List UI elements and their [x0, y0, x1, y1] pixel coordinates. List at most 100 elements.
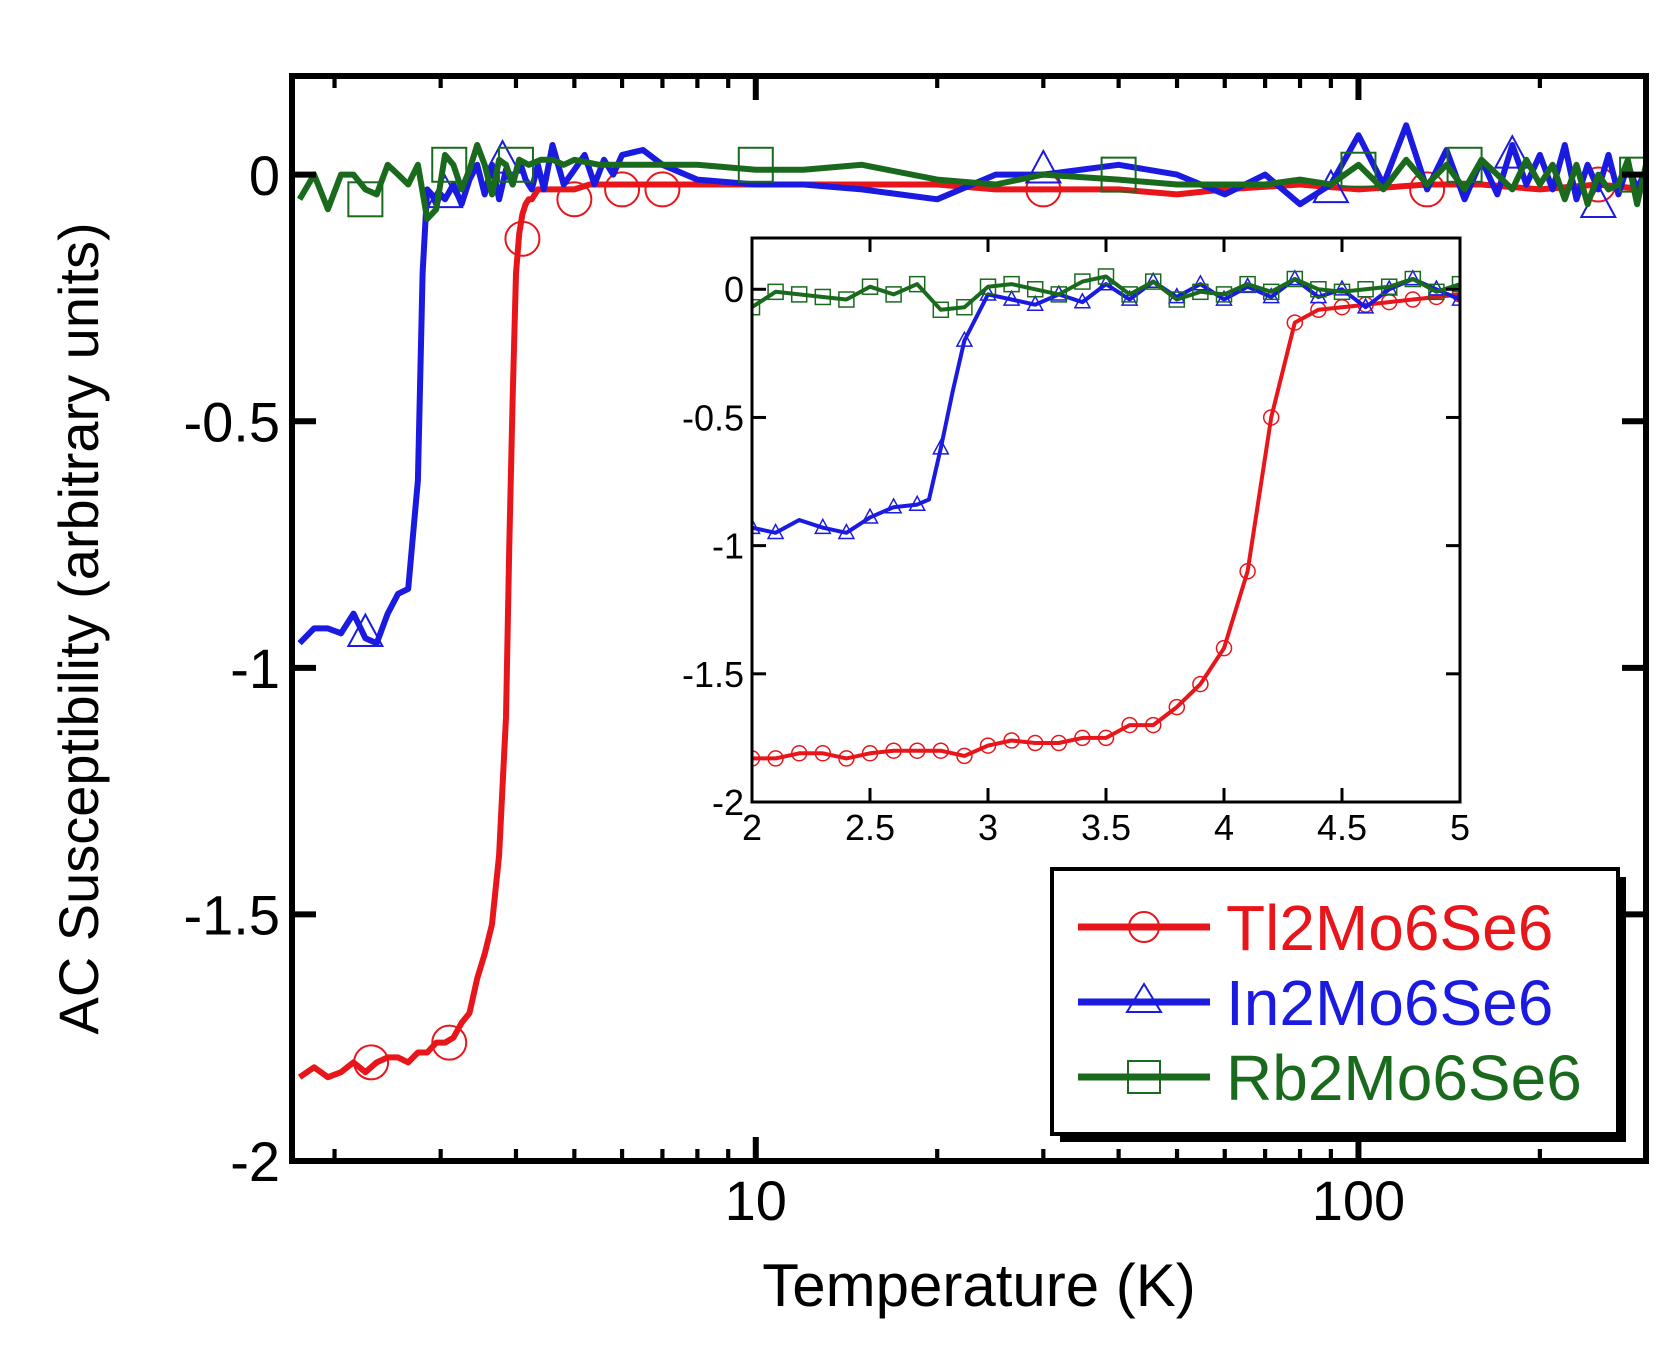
inset-point-rb2mo6se6 — [1404, 270, 1422, 288]
inset-point-rb2mo6se6 — [1050, 286, 1068, 303]
inset-point-in2mo6se6 — [1002, 289, 1021, 306]
main-series-rb2mo6se6 — [297, 142, 1646, 222]
inset-point-rb2mo6se6 — [908, 275, 926, 293]
main-point-tl2mo6se6 — [1409, 171, 1446, 208]
inset-point-in2mo6se6 — [837, 522, 856, 540]
inset-point-rb2mo6se6 — [1357, 281, 1374, 298]
inset-point-tl2mo6se6 — [861, 745, 879, 762]
main-y-tick-label: -1.5 — [184, 884, 281, 947]
inset-point-rb2mo6se6 — [1074, 273, 1091, 290]
inset-point-rb2mo6se6 — [1215, 286, 1233, 303]
inset-point-tl2mo6se6 — [767, 750, 784, 767]
inset-point-tl2mo6se6 — [790, 745, 808, 762]
inset-point-rb2mo6se6 — [1121, 286, 1138, 303]
inset-point-rb2mo6se6 — [1026, 281, 1044, 298]
inset-point-tl2mo6se6 — [979, 737, 997, 754]
inset-point-tl2mo6se6 — [1239, 563, 1256, 580]
inset-point-tl2mo6se6 — [885, 742, 902, 759]
inset-point-in2mo6se6 — [979, 284, 997, 301]
inset-point-in2mo6se6 — [766, 522, 785, 540]
inset-point-in2mo6se6 — [814, 517, 832, 535]
inset-point-in2mo6se6 — [1073, 292, 1092, 309]
inset-point-in2mo6se6 — [955, 330, 974, 347]
main-point-rb2mo6se6 — [1446, 146, 1483, 183]
inset-point-in2mo6se6 — [1120, 289, 1139, 306]
inset-x-tick-label: 4 — [1214, 807, 1234, 848]
inset-point-tl2mo6se6 — [1192, 675, 1209, 693]
inset-point-tl2mo6se6 — [752, 750, 761, 767]
inset-x-tick-label: 2.5 — [845, 807, 895, 848]
inset-point-tl2mo6se6 — [1050, 734, 1068, 752]
inset-point-in2mo6se6 — [1356, 297, 1375, 314]
inset-point-tl2mo6se6 — [1097, 729, 1115, 747]
y-axis-title: AC Susceptibility (arbitrary units) — [47, 222, 110, 1034]
main-point-rb2mo6se6 — [431, 146, 468, 183]
legend-label-tl2mo6se6: Tl2Mo6Se6 — [1226, 892, 1553, 964]
legend-entry-tl2mo6se6: Tl2Mo6Se6 — [1078, 892, 1553, 964]
main-point-tl2mo6se6 — [604, 171, 641, 208]
inset-series-rb2mo6se6 — [752, 268, 1460, 319]
main-x-tick-label: 10 — [725, 1169, 787, 1232]
inset-line-tl2mo6se6 — [752, 292, 1460, 761]
main-point-rb2mo6se6 — [347, 181, 384, 218]
inset-point-rb2mo6se6 — [1380, 278, 1398, 295]
legend-entry-in2mo6se6: In2Mo6Se6 — [1078, 967, 1553, 1039]
main-plot-frame — [289, 73, 1649, 1164]
legend-label-rb2mo6se6: Rb2Mo6Se6 — [1226, 1042, 1582, 1114]
legend-entry-rb2mo6se6: Rb2Mo6Se6 — [1078, 1042, 1582, 1114]
inset-plot: 0 -0.5 -1 -1.5 -22 2.5 3 3.5 4 4.5 5 — [682, 236, 1470, 848]
inset-point-in2mo6se6 — [1144, 271, 1162, 288]
inset-point-in2mo6se6 — [861, 507, 879, 524]
inset-point-rb2mo6se6 — [1144, 273, 1162, 290]
main-point-in2mo6se6 — [346, 612, 385, 648]
inset-y-tick-label: -1.5 — [682, 654, 744, 695]
x-axis-title: Temperature (K) — [762, 1252, 1195, 1319]
inset-point-rb2mo6se6 — [752, 298, 761, 316]
inset-point-tl2mo6se6 — [1168, 698, 1186, 716]
main-line-tl2mo6se6 — [297, 181, 1646, 1081]
main-series-in2mo6se6 — [297, 122, 1646, 648]
inset-point-in2mo6se6 — [1026, 294, 1044, 312]
legend: Tl2Mo6Se6 In2Mo6Se6 Rb2Mo6Se6 — [1050, 867, 1626, 1142]
inset-point-rb2mo6se6 — [1451, 275, 1460, 293]
main-point-in2mo6se6 — [1312, 168, 1350, 204]
main-series-tl2mo6se6 — [297, 166, 1646, 1081]
main-line-rb2mo6se6 — [297, 142, 1646, 222]
inset-x-tick-label: 5 — [1450, 807, 1470, 848]
inset-point-rb2mo6se6 — [790, 286, 808, 303]
inset-point-in2mo6se6 — [1097, 274, 1115, 291]
inset-point-rb2mo6se6 — [979, 278, 997, 295]
inset-background — [752, 238, 1460, 802]
main-plot: 0 -0.5 -1 -1.5 -2 10 100 Temperature (K) AC Su… — [47, 73, 1649, 1319]
inset-point-rb2mo6se6 — [956, 298, 973, 316]
inset-x-tick-label: 4.5 — [1317, 807, 1367, 848]
inset-point-rb2mo6se6 — [767, 283, 784, 301]
inset-point-tl2mo6se6 — [814, 745, 832, 762]
inset-point-in2mo6se6 — [1191, 274, 1210, 291]
inset-point-in2mo6se6 — [884, 497, 903, 514]
main-point-rb2mo6se6 — [497, 146, 534, 183]
inset-point-rb2mo6se6 — [885, 286, 902, 303]
main-point-in2mo6se6 — [1493, 134, 1531, 169]
inset-point-in2mo6se6 — [1404, 269, 1422, 286]
inset-point-tl2mo6se6 — [932, 742, 950, 759]
inset-point-rb2mo6se6 — [861, 278, 879, 295]
main-point-tl2mo6se6 — [504, 220, 541, 257]
inset-point-in2mo6se6 — [1451, 289, 1460, 306]
main-y-tick-label: -2 — [230, 1130, 280, 1193]
legend-marker-circle-icon — [1128, 911, 1160, 943]
inset-plot-frame — [750, 236, 1462, 804]
inset-point-tl2mo6se6 — [1026, 734, 1044, 752]
inset-y-tick-label: -0.5 — [682, 397, 744, 438]
main-point-rb2mo6se6 — [1619, 156, 1646, 193]
inset-point-in2mo6se6 — [932, 438, 950, 455]
inset-point-rb2mo6se6 — [1286, 270, 1304, 288]
main-y-tick-label: -1 — [230, 637, 280, 700]
inset-point-in2mo6se6 — [752, 517, 761, 535]
inset-x-tick-label: 3.5 — [1081, 807, 1131, 848]
inset-point-rb2mo6se6 — [838, 291, 855, 308]
inset-point-tl2mo6se6 — [1074, 729, 1091, 747]
inset-x-tick-label: 3 — [978, 807, 998, 848]
inset-point-in2mo6se6 — [1309, 287, 1328, 304]
inset-point-tl2mo6se6 — [1262, 409, 1280, 426]
